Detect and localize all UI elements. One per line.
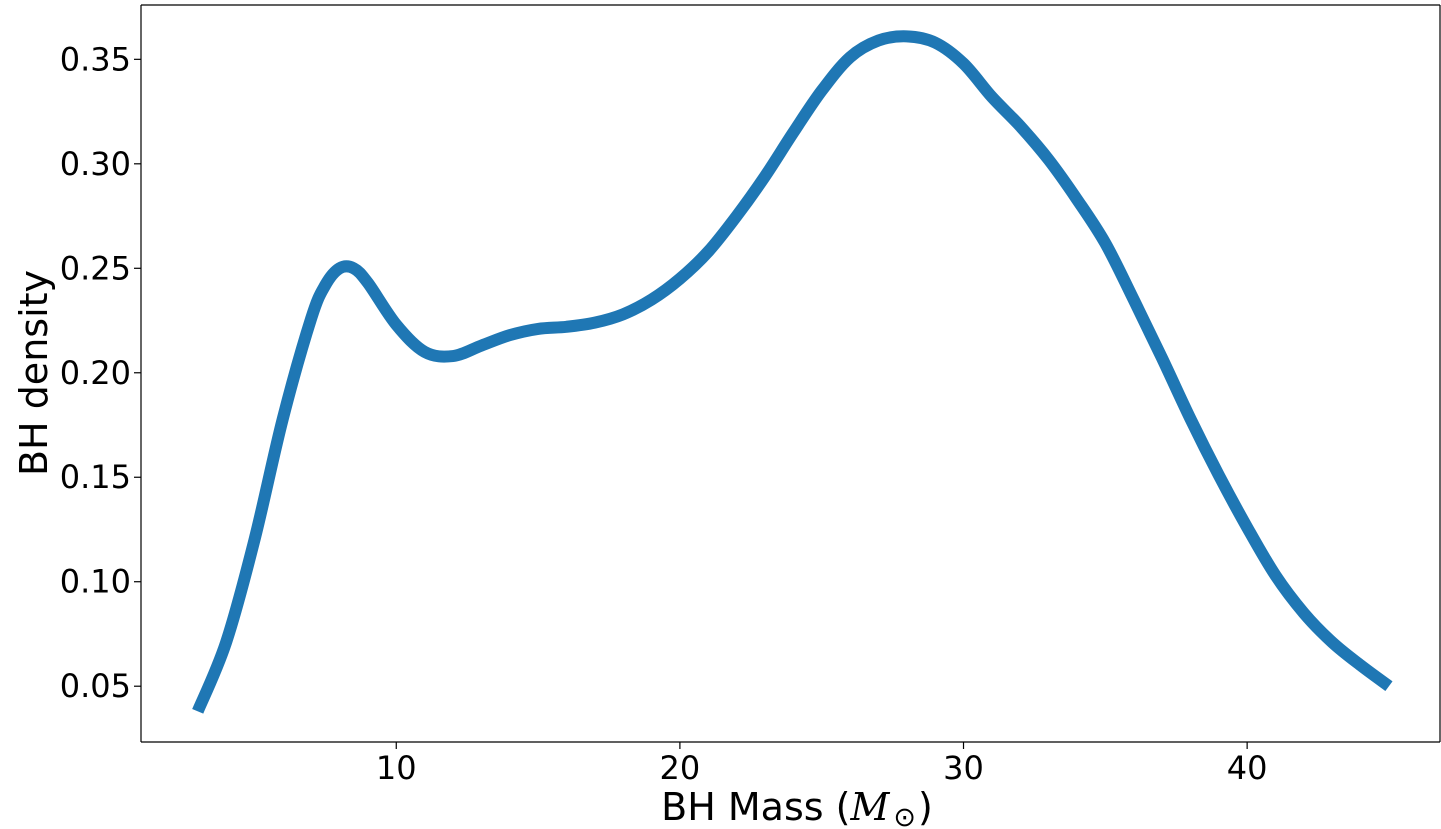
x-tick-label: 10 bbox=[376, 749, 417, 787]
y-tick-label: 0.15 bbox=[60, 458, 131, 496]
y-tick-label: 0.30 bbox=[60, 145, 131, 183]
y-tick-label: 0.35 bbox=[60, 40, 131, 78]
y-tick-label: 0.05 bbox=[60, 667, 131, 705]
y-axis-label: BH density bbox=[12, 270, 56, 476]
x-axis-label: BH Mass (M ⊙) bbox=[661, 785, 933, 829]
plot-frame bbox=[140, 4, 1441, 743]
x-tick-label: 40 bbox=[1227, 749, 1268, 787]
x-ticks: 10 20 30 40 bbox=[376, 742, 1268, 787]
y-tick-label: 0.10 bbox=[60, 563, 131, 601]
x-tick-label: 30 bbox=[943, 749, 984, 787]
x-tick-label: 20 bbox=[660, 749, 701, 787]
y-ticks: 0.05 0.10 0.15 0.20 0.25 0.30 0.35 bbox=[60, 40, 141, 705]
y-tick-label: 0.25 bbox=[60, 249, 131, 287]
y-tick-label: 0.20 bbox=[60, 354, 131, 392]
density-series-line bbox=[192, 30, 1393, 714]
